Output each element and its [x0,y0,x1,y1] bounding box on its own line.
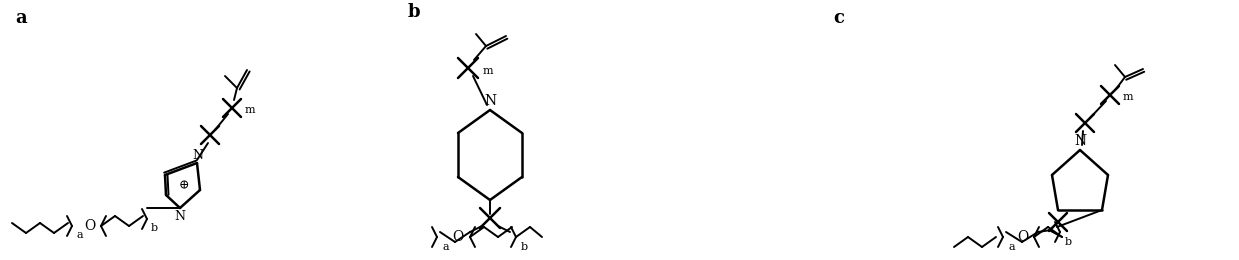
Text: a: a [76,230,83,240]
Text: a: a [15,9,26,27]
Text: ⊕: ⊕ [178,180,188,193]
Text: O: O [1017,230,1028,244]
Text: O: O [452,230,463,244]
Text: m: m [245,105,255,115]
Text: a: a [442,242,449,252]
Text: N: N [1074,134,1087,148]
Text: N: N [175,210,186,223]
Text: b: b [1066,237,1072,247]
Text: a: a [1009,242,1015,252]
Text: N: N [192,149,203,162]
Text: b: b [151,223,159,233]
Text: m: m [1123,92,1134,102]
Text: b: b [522,242,528,252]
Text: O: O [84,219,95,233]
Text: b: b [408,3,420,21]
Text: m: m [483,66,493,76]
Text: c: c [833,9,844,27]
Text: N: N [484,94,496,108]
